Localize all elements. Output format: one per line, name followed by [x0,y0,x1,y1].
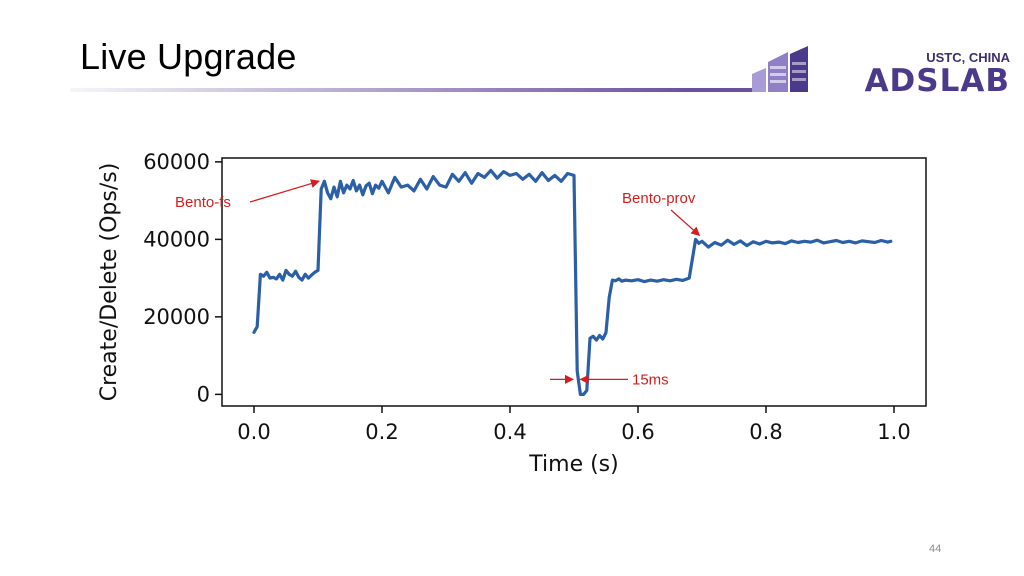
annotation-arrow [670,209,701,237]
annotation-arrow [249,179,320,203]
y-tick-label: 60000 [143,150,210,174]
annotations: Bento-fs Bento-prov 15ms [175,179,701,388]
title-divider [70,88,760,92]
slide-title: Live Upgrade [80,36,297,77]
x-tick-label: 1.0 [877,420,910,444]
adslab-logo: USTC, CHINA ADSLAB [752,46,1011,99]
logo-wordmark: ADSLAB [865,63,1010,99]
x-tick-label: 0.0 [237,420,270,444]
x-tick-label: 0.2 [365,420,398,444]
x-tick-label: 0.6 [621,420,654,444]
logo-building-icon [752,46,808,92]
annotation-15ms: 15ms [632,371,669,388]
annotation-bento-fs: Bento-fs [175,194,231,211]
y-axis-label: Create/Delete (Ops/s) [97,163,122,402]
throughput-chart: 0 20000 40000 60000 0.0 0.2 0.4 0.6 0.8 1.0 Bent… [97,150,927,477]
y-tick-label: 20000 [143,305,210,329]
x-axis-label: Time (s) [528,452,618,477]
plot-frame [221,157,927,407]
y-axis: 0 20000 40000 60000 [143,150,222,406]
series-line [252,168,893,396]
x-tick-label: 0.4 [493,420,526,444]
x-tick-label: 0.8 [749,420,782,444]
page-number: 44 [929,543,942,555]
logo-subtitle: USTC, CHINA [926,50,1010,65]
x-axis: 0.0 0.2 0.4 0.6 0.8 1.0 [237,406,911,444]
annotation-bento-prov: Bento-prov [622,190,696,207]
y-tick-label: 0 [197,382,210,406]
y-tick-label: 40000 [143,227,210,251]
